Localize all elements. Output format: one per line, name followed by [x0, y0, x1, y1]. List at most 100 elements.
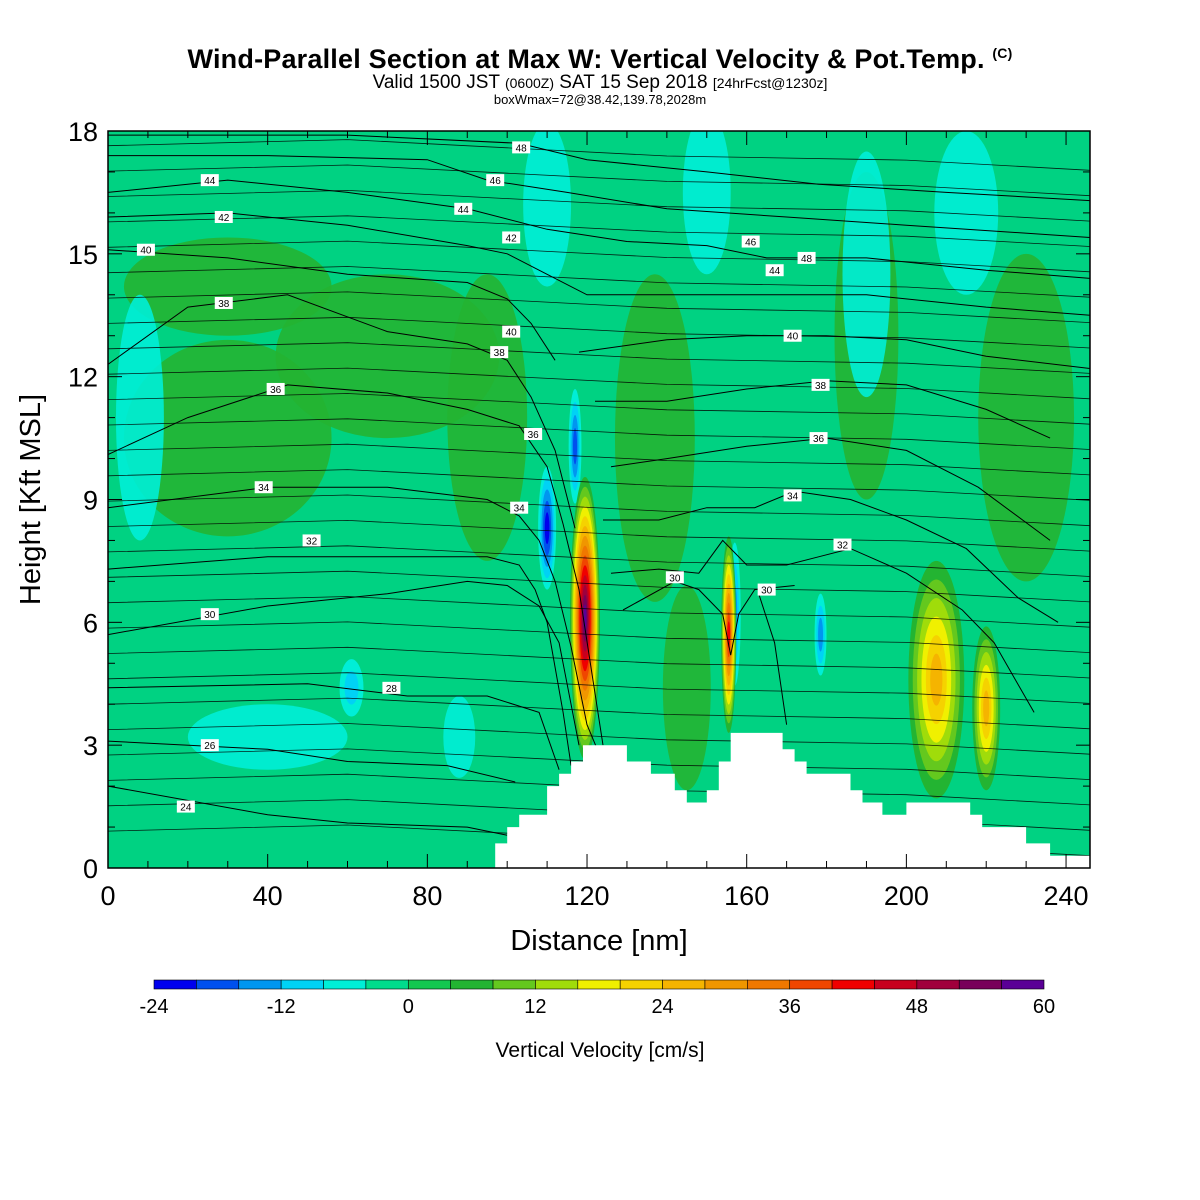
colorbar-tick-label: -12 — [267, 996, 296, 1018]
x-tick-label: 120 — [564, 881, 609, 911]
colorbar-swatch — [450, 979, 494, 990]
colorbar-tick-label: 60 — [1033, 996, 1055, 1018]
theta-label-text: 40 — [787, 332, 799, 343]
y-tick-label: 6 — [83, 608, 98, 638]
theta-label: 48 — [512, 141, 531, 154]
x-tick-label: 80 — [412, 881, 442, 911]
chart-title: Wind-Parallel Section at Max W: Vertical… — [0, 44, 1200, 75]
valid-zulu: (0600Z) — [504, 75, 554, 91]
theta-isentrope — [108, 367, 1090, 400]
theta-label-bg — [200, 608, 219, 621]
colorbar-tick-label: -24 — [140, 996, 169, 1018]
updraft-contour — [983, 690, 990, 727]
theta-label: 34 — [510, 501, 529, 515]
theta-label: 34 — [254, 481, 273, 494]
colorbar-swatch — [916, 979, 960, 990]
theta-label-text: 38 — [494, 348, 506, 359]
theta-label-bg — [797, 251, 816, 264]
theta-label-text: 48 — [801, 254, 813, 265]
colorbar-swatch — [196, 979, 240, 990]
theta-label-text: 40 — [140, 246, 152, 257]
theta-isentrope — [108, 139, 1090, 171]
x-tick-label: 40 — [253, 881, 283, 911]
theta-isentrope — [108, 519, 1090, 552]
theta-isentrope — [108, 240, 1090, 273]
forecast-info: [24hrFcst@1230z] — [712, 75, 828, 91]
updraft-contour — [930, 653, 943, 706]
colorbar-swatch — [323, 979, 367, 990]
theta-contour-line — [108, 134, 1090, 202]
theta-label-bg — [741, 235, 760, 248]
valid-date: SAT 15 Sep 2018 — [559, 72, 708, 93]
theta-label: 24 — [176, 800, 195, 814]
colorbar-swatch — [365, 979, 409, 990]
theta-label-text: 38 — [218, 299, 230, 310]
theta-label: 30 — [757, 583, 776, 597]
theta-contour-line — [108, 249, 556, 361]
theta-label-text: 36 — [813, 434, 825, 445]
colorbar-swatch — [619, 979, 663, 990]
theta-contour-line — [108, 212, 1090, 316]
theta-label-text: 40 — [506, 328, 518, 339]
colorbar-swatch — [662, 979, 706, 990]
colorbar-swatch — [747, 979, 791, 990]
valid-time: Valid 1500 JST — [372, 72, 500, 93]
theta-label-text: 38 — [815, 381, 827, 392]
x-axis-label: Distance [nm] — [510, 925, 687, 957]
theta-label-text: 42 — [218, 213, 230, 224]
theta-label-bg — [254, 481, 273, 494]
theta-contour-line — [108, 785, 508, 836]
theta-label-bg — [382, 681, 401, 694]
theta-label-bg — [665, 571, 684, 584]
w-background-band — [934, 131, 999, 295]
w-background-band — [447, 274, 528, 561]
theta-label-text: 34 — [514, 504, 526, 515]
theta-label-text: 46 — [490, 176, 502, 187]
y-tick-label: 12 — [68, 363, 98, 393]
theta-label-bg — [783, 329, 802, 342]
theta-label-text: 44 — [204, 176, 216, 187]
theta-label-text: 44 — [769, 266, 781, 277]
theta-label: 46 — [486, 174, 505, 187]
theta-contour-line — [603, 490, 1059, 623]
theta-label-bg — [502, 231, 521, 244]
theta-label-bg — [510, 501, 529, 514]
theta-contours — [108, 134, 1090, 857]
theta-label-bg — [833, 538, 852, 551]
downdraft-contour — [344, 671, 359, 705]
theta-label: 34 — [783, 489, 802, 502]
y-axis-label: Height [Kft MSL] — [15, 394, 47, 605]
theta-label-bg — [176, 800, 195, 813]
theta-label: 38 — [811, 378, 830, 392]
theta-isentrope — [108, 469, 1090, 501]
theta-isentrope — [108, 215, 1090, 247]
theta-label-text: 46 — [745, 238, 757, 249]
colorbar-label: Vertical Velocity [cm/s] — [496, 1039, 705, 1062]
theta-label: 30 — [200, 608, 219, 621]
colorbar-swatch — [153, 979, 197, 990]
theta-label-text: 28 — [386, 684, 398, 695]
theta-label-bg — [266, 382, 285, 395]
theta-contour-line — [108, 486, 540, 541]
theta-label-bg — [214, 210, 233, 223]
theta-contour-line — [108, 683, 560, 770]
y-tick-label: 15 — [68, 240, 98, 270]
theta-contour-line — [758, 593, 788, 725]
w-background-band — [614, 274, 695, 602]
theta-label-text: 42 — [506, 233, 518, 244]
w-background-band — [842, 151, 891, 398]
theta-label: 44 — [454, 202, 473, 216]
x-tick-label: 0 — [100, 881, 115, 911]
y-tick-label: 3 — [83, 731, 98, 761]
x-tick-label: 160 — [724, 881, 769, 911]
theta-contour-line — [108, 155, 1090, 238]
theta-label-text: 24 — [180, 803, 192, 814]
x-tick-label: 200 — [884, 881, 929, 911]
theta-contour-line — [108, 384, 604, 746]
colorbar-swatch — [407, 979, 451, 990]
theta-label-bg — [809, 432, 828, 445]
theta-label-bg — [512, 141, 531, 154]
copyright-mark: (C) — [992, 45, 1013, 61]
theta-isentrope — [108, 418, 1090, 450]
